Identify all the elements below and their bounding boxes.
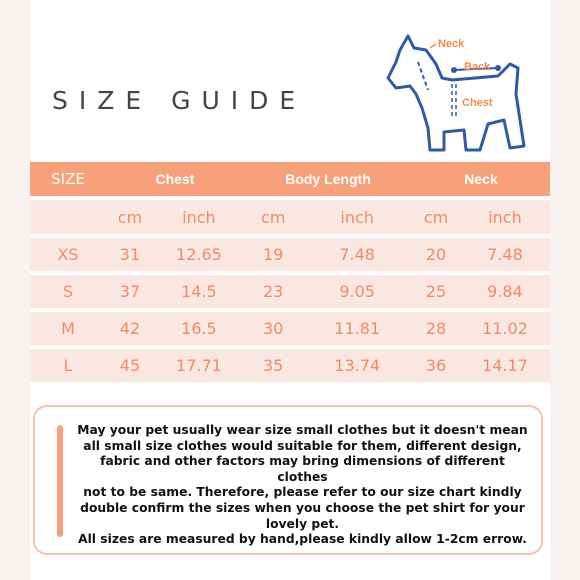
unit-cell: inch	[153, 200, 244, 234]
value-cell: 14.5	[153, 275, 244, 308]
table-row: M 42 16.5 30 11.81 28 11.02	[30, 312, 550, 345]
chest-label: Chest	[462, 97, 493, 109]
value-cell: 25	[412, 275, 460, 308]
size-cell: S	[30, 275, 106, 308]
units-row: cm inch cm inch cm inch	[30, 200, 550, 234]
table-row: S 37 14.5 23 9.05 25 9.84	[30, 275, 550, 308]
notice-line: double confirm the sizes when you choose…	[80, 500, 525, 515]
value-cell: 45	[106, 349, 154, 382]
value-cell: 23	[243, 275, 303, 308]
notice-text: May your pet usually wear size small clo…	[75, 423, 530, 548]
value-cell: 30	[243, 312, 303, 345]
value-cell: 28	[412, 312, 460, 345]
table-header-row: SIZE Chest Body Length Neck	[30, 162, 550, 196]
value-cell: 31	[106, 238, 154, 271]
page-title: SIZE GUIDE	[52, 86, 307, 115]
header-neck: Neck	[412, 162, 550, 196]
value-cell: 9.05	[302, 275, 413, 308]
header-body-length: Body Length	[243, 162, 413, 196]
value-cell: 42	[106, 312, 154, 345]
unit-cell: inch	[459, 200, 550, 234]
dog-outline-icon	[386, 34, 526, 152]
value-cell: 17.71	[153, 349, 244, 382]
value-cell: 14.17	[459, 349, 550, 382]
value-cell: 9.84	[459, 275, 550, 308]
value-cell: 20	[412, 238, 460, 271]
value-cell: 16.5	[153, 312, 244, 345]
unit-cell: inch	[302, 200, 413, 234]
value-cell: 11.02	[459, 312, 550, 345]
table-row: XS 31 12.65 19 7.48 20 7.48	[30, 238, 550, 271]
unit-cell: cm	[243, 200, 303, 234]
neck-label: Neck	[438, 38, 465, 50]
header-chest: Chest	[106, 162, 244, 196]
size-table: SIZE Chest Body Length Neck cm inch cm i…	[30, 158, 550, 386]
back-label: Back	[464, 61, 491, 73]
notice-line: May your pet usually wear size small clo…	[77, 423, 528, 437]
value-cell: 35	[243, 349, 303, 382]
value-cell: 7.48	[459, 238, 550, 271]
notice-line: All sizes are measured by hand,please ki…	[78, 532, 527, 547]
notice-line: not to be same. Therefore, please refer …	[83, 485, 522, 500]
notice-line: lovely pet.	[265, 516, 340, 531]
notice-accent-bar	[57, 425, 63, 537]
size-cell: XS	[30, 238, 106, 271]
size-cell: M	[30, 312, 106, 345]
right-border	[550, 0, 580, 580]
units-blank-cell	[30, 200, 106, 234]
left-border	[0, 0, 30, 580]
header-size: SIZE	[30, 162, 106, 196]
value-cell: 13.74	[302, 349, 413, 382]
value-cell: 19	[243, 238, 303, 271]
value-cell: 11.81	[302, 312, 413, 345]
value-cell: 36	[412, 349, 460, 382]
notice-box: May your pet usually wear size small clo…	[33, 405, 543, 555]
notice-line: all small size clothes would suitable fo…	[83, 438, 522, 453]
notice-line: fabric and other factors may bring dimen…	[100, 454, 505, 484]
size-cell: L	[30, 349, 106, 382]
value-cell: 7.48	[302, 238, 413, 271]
unit-cell: cm	[412, 200, 460, 234]
dog-measurement-diagram: Neck Back Chest	[378, 24, 538, 164]
table-row: L 45 17.71 35 13.74 36 14.17	[30, 349, 550, 382]
value-cell: 37	[106, 275, 154, 308]
value-cell: 12.65	[153, 238, 244, 271]
unit-cell: cm	[106, 200, 154, 234]
